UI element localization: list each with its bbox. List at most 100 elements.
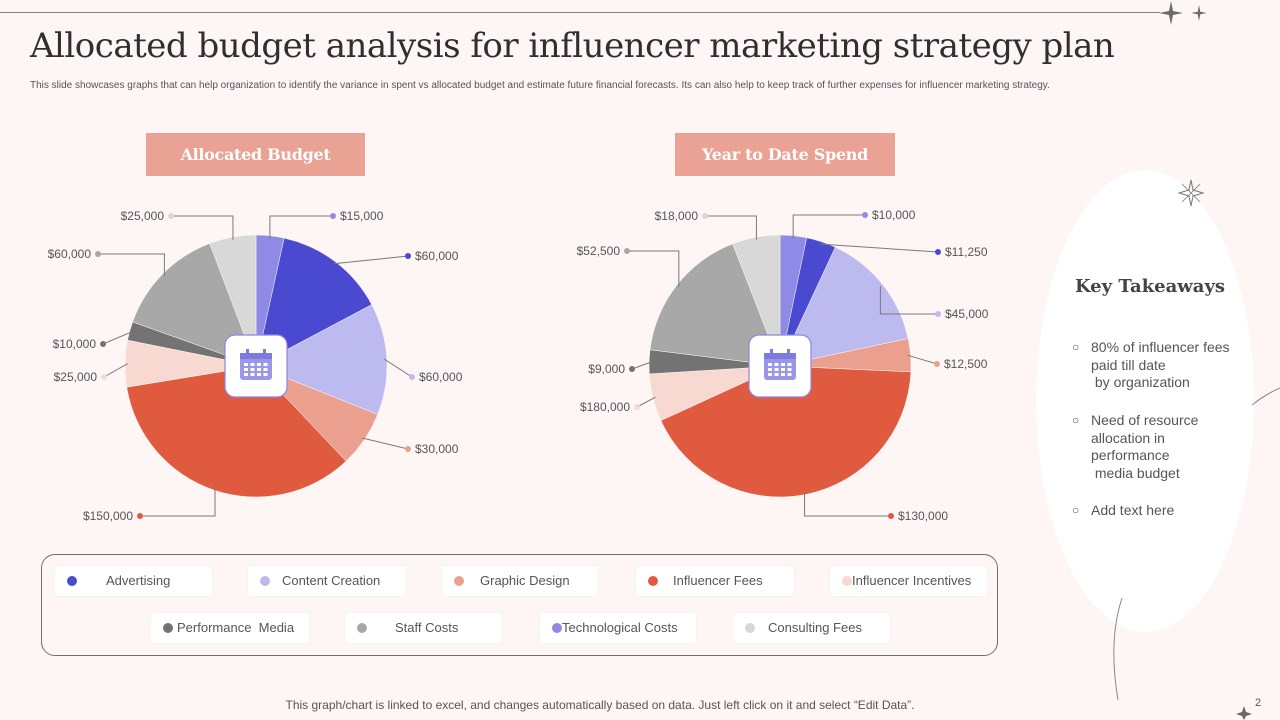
leader-line bbox=[636, 396, 656, 408]
leader-line bbox=[383, 358, 413, 378]
top-divider-line bbox=[0, 12, 1160, 13]
legend-marker bbox=[260, 576, 270, 586]
label-marker bbox=[95, 251, 101, 257]
leader-line bbox=[879, 285, 938, 315]
legend-item[interactable]: Consulting Fees bbox=[733, 613, 890, 643]
bullet-icon: ○ bbox=[1072, 340, 1080, 354]
legend-item[interactable]: Staff Costs bbox=[345, 613, 502, 643]
bullet-icon: ○ bbox=[1072, 413, 1080, 427]
legend-label: Performance Media bbox=[177, 620, 295, 635]
legend-marker bbox=[454, 576, 464, 586]
data-label: $10,000 bbox=[53, 337, 97, 351]
label-marker bbox=[405, 253, 411, 259]
leader-line bbox=[907, 354, 938, 365]
slide-title: Allocated budget analysis for influencer… bbox=[30, 26, 1115, 66]
leader-line bbox=[705, 215, 757, 240]
data-label: $25,000 bbox=[121, 209, 165, 223]
legend-marker bbox=[357, 623, 367, 633]
allocated-budget-header: Allocated Budget bbox=[146, 133, 365, 176]
legend-label: Advertising bbox=[106, 573, 171, 588]
legend-marker bbox=[552, 623, 562, 633]
legend bbox=[41, 554, 998, 656]
label-marker bbox=[862, 212, 868, 218]
pie-slice-influencer-fees[interactable] bbox=[126, 365, 347, 498]
legend-marker bbox=[842, 576, 852, 586]
leader-line bbox=[102, 331, 133, 345]
legend-item[interactable]: Content Creation bbox=[248, 566, 406, 596]
calendar-icon bbox=[224, 334, 288, 398]
pie-slice-staff-costs[interactable] bbox=[649, 243, 781, 367]
legend-item[interactable]: Influencer Incentives bbox=[830, 566, 987, 596]
bullet-icon: ○ bbox=[1072, 503, 1080, 517]
legend-label: Consulting Fees bbox=[768, 620, 862, 635]
slide-subtitle: This slide showcases graphs that can hel… bbox=[30, 80, 1050, 91]
label-marker bbox=[100, 341, 106, 347]
label-marker bbox=[935, 249, 941, 255]
pie-slice-staff-costs[interactable] bbox=[132, 243, 257, 367]
data-label: $10,000 bbox=[872, 208, 916, 222]
data-label: $60,000 bbox=[419, 370, 463, 384]
key-takeaways-panel bbox=[1036, 170, 1254, 632]
sparkle-small-icon bbox=[1191, 5, 1207, 21]
data-label: $150,000 bbox=[83, 509, 133, 523]
label-marker bbox=[409, 374, 415, 380]
data-label: $180,000 bbox=[580, 400, 630, 414]
legend-label: Influencer Incentives bbox=[852, 573, 972, 588]
data-label: $25,000 bbox=[54, 370, 98, 384]
label-marker bbox=[101, 374, 107, 380]
leader-line bbox=[269, 215, 333, 239]
label-marker bbox=[934, 361, 940, 367]
data-label: $11,250 bbox=[945, 245, 988, 259]
legend-item[interactable]: Performance Media bbox=[151, 613, 309, 643]
data-label: $45,000 bbox=[945, 307, 989, 321]
leader-line bbox=[362, 437, 409, 450]
legend-item[interactable]: Advertising bbox=[55, 566, 212, 596]
leader-line bbox=[333, 255, 409, 265]
ytd-spend-header: Year to Date Spend bbox=[675, 133, 895, 176]
label-marker bbox=[137, 513, 143, 519]
label-marker bbox=[702, 213, 708, 219]
page-number: 2 bbox=[1255, 697, 1262, 709]
leader-line bbox=[804, 492, 891, 517]
pie-slice-advertising[interactable] bbox=[255, 237, 373, 367]
data-label: $60,000 bbox=[415, 249, 459, 263]
sparkle-outline-icon bbox=[1177, 179, 1205, 207]
leader-line bbox=[792, 214, 865, 239]
legend-label: Technological Costs bbox=[562, 620, 678, 635]
label-marker bbox=[168, 213, 174, 219]
sparkle-icon bbox=[1159, 1, 1183, 25]
data-label: $15,000 bbox=[340, 209, 384, 223]
key-takeaways-title: Key Takeaways bbox=[1074, 276, 1226, 297]
pie-slice-content-creation[interactable] bbox=[255, 304, 388, 415]
legend-label: Graphic Design bbox=[480, 573, 570, 588]
leader-line bbox=[103, 363, 128, 378]
legend-item[interactable]: Technological Costs bbox=[540, 613, 696, 643]
leader-line bbox=[820, 243, 939, 253]
data-label: $9,000 bbox=[588, 362, 625, 376]
legend-label: Influencer Fees bbox=[673, 573, 763, 588]
calendar-icon bbox=[748, 334, 812, 398]
label-marker bbox=[405, 446, 411, 452]
leader-line bbox=[140, 487, 216, 517]
leader-line bbox=[627, 250, 680, 287]
label-marker bbox=[330, 213, 336, 219]
legend-item[interactable]: Influencer Fees bbox=[636, 566, 794, 596]
pie-slice-content-creation[interactable] bbox=[779, 246, 909, 367]
data-label: $12,500 bbox=[944, 357, 988, 371]
legend-item[interactable]: Graphic Design bbox=[442, 566, 598, 596]
legend-marker bbox=[648, 576, 658, 586]
data-label: $52,500 bbox=[577, 244, 621, 258]
label-marker bbox=[888, 513, 894, 519]
data-label: $18,000 bbox=[655, 209, 699, 223]
leader-line bbox=[171, 215, 234, 240]
data-label: $130,000 bbox=[898, 509, 948, 523]
legend-label: Content Creation bbox=[282, 573, 381, 588]
pie-charts: $15,000 $60,000 $60,000 $30,000 $150,000 $25,… bbox=[48, 208, 989, 523]
data-label: $30,000 bbox=[415, 442, 459, 456]
leader-line bbox=[631, 361, 652, 370]
legend-marker bbox=[163, 623, 173, 633]
legend-label: Staff Costs bbox=[395, 620, 459, 635]
label-marker bbox=[629, 366, 635, 372]
label-marker bbox=[935, 311, 941, 317]
footer-note: This graph/chart is linked to excel, and… bbox=[285, 698, 915, 712]
